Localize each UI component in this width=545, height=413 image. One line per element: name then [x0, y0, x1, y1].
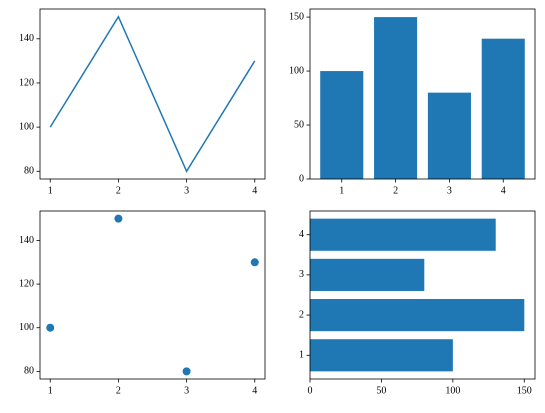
bar — [310, 258, 425, 291]
x-tick-label: 4 — [252, 385, 257, 396]
x-tick-label: 2 — [116, 185, 121, 196]
y-tick-label: 120 — [19, 77, 34, 88]
bar — [310, 339, 453, 372]
y-tick-label: 100 — [289, 65, 304, 76]
x-tick-label: 3 — [184, 185, 189, 196]
point — [182, 367, 191, 376]
y-tick-label: 80 — [24, 366, 34, 377]
x-tick-label: 1 — [339, 185, 344, 196]
bar — [310, 299, 525, 332]
bar — [320, 71, 364, 179]
axes-frame — [309, 210, 536, 380]
point — [46, 323, 55, 332]
y-tick-label: 1 — [299, 350, 304, 361]
x-tick-label: 1 — [48, 185, 53, 196]
y-tick-label: 140 — [19, 33, 34, 44]
bar — [310, 218, 496, 251]
y-tick-label: 140 — [19, 235, 34, 246]
y-tick-label: 4 — [299, 229, 304, 240]
y-tick-label: 100 — [19, 322, 34, 333]
x-tick-label: 2 — [116, 385, 121, 396]
x-tick-label: 4 — [501, 185, 506, 196]
x-tick-label: 0 — [308, 385, 313, 396]
y-tick-label: 100 — [19, 121, 34, 132]
point — [250, 258, 259, 267]
y-tick-label: 120 — [19, 278, 34, 289]
x-tick-label: 150 — [517, 385, 532, 396]
x-tick-label: 3 — [447, 185, 452, 196]
y-tick-label: 2 — [299, 309, 304, 320]
axes-frame — [309, 8, 536, 180]
line — [49, 15, 256, 173]
x-tick-label: 4 — [252, 185, 257, 196]
bar — [374, 17, 418, 179]
y-tick-label: 3 — [299, 269, 304, 280]
y-tick-label: 0 — [299, 173, 304, 184]
bar — [427, 92, 471, 179]
y-tick-label: 80 — [24, 166, 34, 177]
axes-frame — [39, 210, 266, 380]
x-tick-label: 50 — [376, 385, 386, 396]
x-tick-label: 1 — [48, 385, 53, 396]
y-tick-label: 50 — [294, 119, 304, 130]
x-tick-label: 2 — [393, 185, 398, 196]
bar — [481, 38, 525, 179]
point — [114, 214, 123, 223]
axes-frame — [39, 8, 266, 180]
x-tick-label: 100 — [445, 385, 460, 396]
y-tick-label: 150 — [289, 11, 304, 22]
x-tick-label: 3 — [184, 385, 189, 396]
